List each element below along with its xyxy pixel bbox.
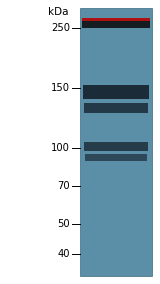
Bar — [82, 18, 150, 28]
Text: 100: 100 — [51, 143, 70, 153]
Bar — [82, 18, 150, 21]
Text: 40: 40 — [57, 249, 70, 259]
Text: kDa: kDa — [48, 7, 68, 17]
Bar — [85, 154, 147, 161]
Bar — [80, 8, 152, 276]
Text: 150: 150 — [51, 83, 70, 93]
Bar — [84, 103, 148, 113]
Text: 70: 70 — [57, 181, 70, 191]
Text: 50: 50 — [57, 219, 70, 229]
Bar — [84, 142, 148, 151]
Text: 250: 250 — [51, 23, 70, 33]
Bar — [83, 85, 149, 99]
